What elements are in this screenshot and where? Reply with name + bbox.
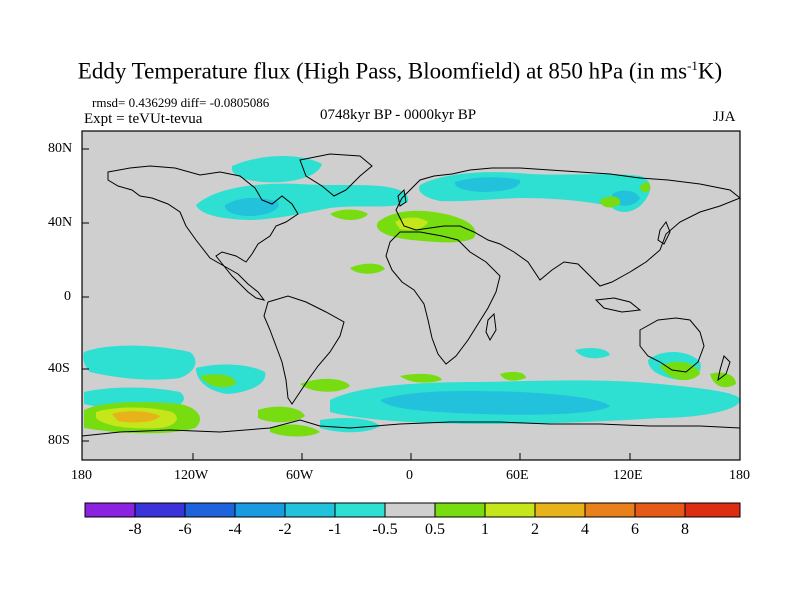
coast-uk xyxy=(397,188,407,207)
coast-indonesia xyxy=(594,297,642,313)
colorbar-label: 6 xyxy=(631,521,639,538)
lat-label-80s: 80S xyxy=(48,433,70,448)
lon-label-60e: 60E xyxy=(506,468,529,483)
colorbar xyxy=(84,502,741,518)
contour-sh-pos-mid-pacific xyxy=(200,374,236,388)
colorbar-label: 8 xyxy=(681,521,689,538)
lon-label-180-east: 180 xyxy=(729,468,750,483)
coastlines xyxy=(81,153,741,437)
experiment-label: Expt = teVUt-tevua xyxy=(84,111,203,127)
lat-label-40n: 40N xyxy=(48,215,73,230)
colorbar-box-6 xyxy=(334,502,386,518)
coast-australia xyxy=(639,317,705,373)
axis-ticks xyxy=(82,148,631,460)
lat-label-40s: 40S xyxy=(48,361,70,376)
contour-nh-iberia-pos xyxy=(376,210,476,243)
lat-label-0: 0 xyxy=(64,289,71,304)
colorbar-box-11 xyxy=(584,502,636,518)
colorbar-label: 0.5 xyxy=(425,521,445,538)
coast-eurasia xyxy=(395,167,741,287)
colorbar-box-2 xyxy=(134,502,186,518)
colorbar-box-13 xyxy=(684,502,741,518)
colorbar-box-8 xyxy=(434,502,486,518)
colorbar-label: 2 xyxy=(531,521,539,538)
coast-japan xyxy=(657,220,671,245)
colorbar-box-4 xyxy=(234,502,286,518)
coast-antarctica xyxy=(81,419,741,437)
colorbar-box-7 xyxy=(384,502,436,518)
coast-north-america xyxy=(107,165,299,301)
contour-sh-southern-ocean-neg-core xyxy=(380,390,610,415)
colorbar-box-3 xyxy=(184,502,236,518)
contour-nh-asia-pos xyxy=(640,182,651,193)
lon-label-0: 0 xyxy=(406,468,413,483)
colorbar-label: -8 xyxy=(128,521,142,538)
contour-sh-pacific-neg xyxy=(83,345,196,380)
colorbar-label: -6 xyxy=(178,521,192,538)
contour-sh-sa-east-neg xyxy=(320,418,380,433)
lon-label-180-west: 180 xyxy=(71,468,92,483)
coast-greenland xyxy=(299,153,373,197)
colorbar-label: -1 xyxy=(328,521,342,538)
contour-nh-eurasia-neg-core xyxy=(454,177,521,192)
coast-madagascar xyxy=(485,312,497,342)
colorbar-box-9 xyxy=(484,502,536,518)
colorbar-box-10 xyxy=(534,502,586,518)
colorbar-label: 1 xyxy=(481,521,489,538)
contour-nh-pacific-pos xyxy=(600,196,621,208)
lat-label-80n: 80N xyxy=(48,141,73,156)
lon-label-120w: 120W xyxy=(174,468,209,483)
contour-sh-pos-indian xyxy=(500,371,526,381)
colorbar-label: -0.5 xyxy=(372,521,398,538)
contour-sh-pos-east-australia xyxy=(710,372,736,388)
coast-new-zealand xyxy=(717,355,731,382)
contour-nh-atlantic-neg-core xyxy=(224,197,279,216)
season-label: JJA xyxy=(713,109,736,125)
colorbar-label: 4 xyxy=(581,521,589,538)
coast-south-america xyxy=(263,295,345,405)
contour-sh-pacific-pos-core xyxy=(112,411,160,423)
colorbar-label: -2 xyxy=(278,521,292,538)
contour-sh-pos-atlantic xyxy=(300,378,350,392)
colorbar-box-5 xyxy=(284,502,336,518)
contour-nh-africa-pos xyxy=(350,263,385,274)
lon-label-60w: 60W xyxy=(286,468,314,483)
rmsd-diff-stats: rmsd= 0.436299 diff= -0.0805086 xyxy=(92,95,270,110)
contour-sh-pos-south-atlantic xyxy=(400,373,442,383)
period-label: 0748kyr BP - 0000kyr BP xyxy=(320,107,477,123)
contour-nh-iberia-pos-core xyxy=(395,217,428,230)
colorbar-label: -4 xyxy=(228,521,242,538)
lon-label-120e: 120E xyxy=(613,468,643,483)
contour-nh-arctic-neg xyxy=(231,155,322,183)
plot-title: Eddy Temperature flux (High Pass, Bloomf… xyxy=(77,58,723,84)
contour-nh-atlantic-pos xyxy=(330,209,368,220)
contour-sh-pos-east-pacific xyxy=(258,406,305,423)
colorbar-box-12 xyxy=(634,502,686,518)
coast-africa xyxy=(385,231,501,365)
contour-sh-pos-sa-west xyxy=(270,424,320,437)
colorbar-box-1 xyxy=(84,502,136,518)
contour-sh-indian-neg xyxy=(575,347,610,359)
